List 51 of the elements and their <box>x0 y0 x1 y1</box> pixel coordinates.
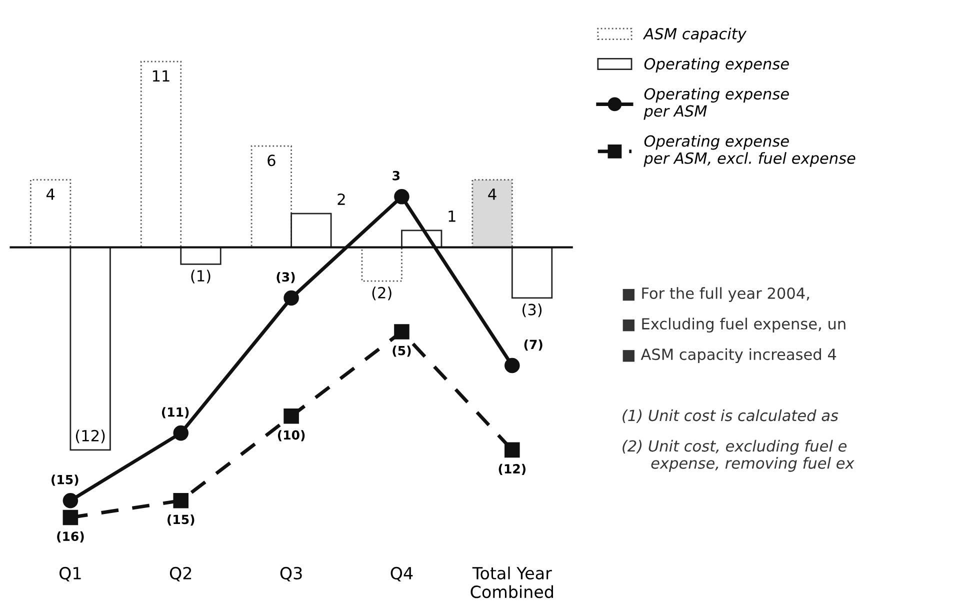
data-label: 11 <box>152 70 170 82</box>
point <box>62 510 78 526</box>
data-label: (5) <box>392 346 411 357</box>
data-label: (1) <box>191 270 210 284</box>
point <box>62 492 78 508</box>
point <box>394 324 410 340</box>
data-label: (16) <box>57 531 84 543</box>
data-label: (12) <box>498 464 526 475</box>
x-tick-label: Total Year Combined <box>470 566 553 598</box>
data-label: (3) <box>522 304 542 318</box>
bar <box>140 60 182 248</box>
x-tick-label: Q2 <box>170 566 192 582</box>
x-tick-label: Q3 <box>280 566 302 582</box>
legend-label: Operating expense per ASM, excl. fuel expense <box>644 134 856 167</box>
data-label: 4 <box>46 188 55 200</box>
data-label: (2) <box>372 286 392 300</box>
point <box>173 425 189 441</box>
bar <box>30 179 72 248</box>
text: ■ ASM capacity increased 4 <box>622 348 836 364</box>
legend-label: ASM capacity <box>642 28 747 42</box>
data-label: (10) <box>278 430 305 442</box>
bar <box>70 246 111 451</box>
x-tick-label: Q4 <box>390 566 413 582</box>
x-tick-label: Q1 <box>60 566 81 582</box>
point <box>284 408 299 424</box>
data-label: 6 <box>268 154 276 166</box>
point <box>394 189 410 204</box>
point <box>284 290 299 306</box>
data-label: (3) <box>276 272 295 284</box>
text: (1) Unit cost is calculated as <box>622 409 838 423</box>
bar <box>511 246 553 299</box>
data-label: (11) <box>162 407 189 418</box>
data-label: (15) <box>52 474 78 486</box>
point <box>504 442 520 458</box>
point <box>173 492 189 508</box>
data-label: 4 <box>488 188 496 200</box>
bar <box>180 246 222 265</box>
legend-label: Operating expense per ASM <box>644 88 789 120</box>
data-label: 1 <box>448 210 456 222</box>
bar <box>472 179 513 248</box>
data-label: (15) <box>168 514 194 526</box>
data-label: 3 <box>392 170 400 180</box>
data-label: 2 <box>338 193 345 205</box>
bar <box>361 246 402 282</box>
data-label: (7) <box>524 340 542 351</box>
data-label: (12) <box>76 430 105 444</box>
text: ■ For the full year 2004, <box>622 287 809 302</box>
point <box>504 358 520 374</box>
legend-label: Operating expense <box>644 58 789 73</box>
text: (2) Unit cost, excluding fuel e expense, removing fuel ex <box>622 440 854 472</box>
text: ■ Excluding fuel expense, un <box>622 318 846 333</box>
